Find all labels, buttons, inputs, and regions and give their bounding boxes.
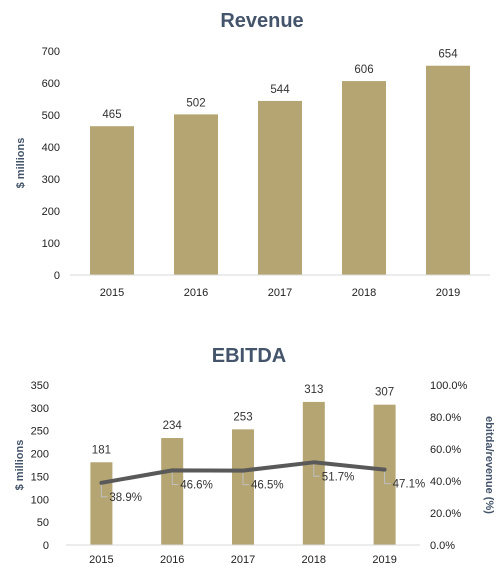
ebitda-x-tick-label: 2019 — [372, 554, 396, 566]
ebitda-margin-leader-line — [313, 462, 320, 477]
ebitda-y2-tick-label: 60.0% — [430, 444, 461, 456]
ebitda-x-tick-label: 2015 — [89, 554, 113, 566]
ebitda-x-tick-label: 2016 — [160, 554, 184, 566]
revenue-y-tick-label: 0 — [54, 270, 60, 282]
revenue-data-label: 465 — [102, 109, 121, 121]
ebitda-chart: EBITDA $ millions ebitda/revenue (%) 0 50… — [14, 345, 495, 566]
ebitda-y-tick-label: 100 — [31, 494, 49, 506]
ebitda-y-ticks: 0 50 100 150 200 250 300 350 — [31, 380, 49, 552]
revenue-y-tick-label: 700 — [42, 46, 60, 58]
ebitda-margin-data-label: 46.6% — [180, 479, 213, 491]
revenue-bar — [174, 114, 218, 275]
revenue-bar — [426, 65, 470, 275]
revenue-bar — [258, 100, 302, 275]
ebitda-chart-title: EBITDA — [212, 345, 286, 367]
ebitda-margin-data-label: 38.9% — [109, 492, 142, 504]
ebitda-y-tick-label: 300 — [31, 403, 49, 415]
revenue-y-tick-label: 300 — [42, 174, 60, 186]
ebitda-bar-data-labels: 181 234 253 313 307 — [92, 384, 394, 456]
ebitda-margin-data-labels: 38.9% 46.6% 46.5% 51.7% 47.1% — [109, 471, 425, 503]
revenue-x-tick-label: 2015 — [100, 287, 124, 299]
ebitda-x-tick-label: 2017 — [231, 554, 255, 566]
ebitda-y2-tick-label: 100.0% — [430, 380, 468, 392]
ebitda-y2-tick-label: 20.0% — [430, 508, 461, 520]
revenue-data-label: 502 — [186, 97, 205, 109]
revenue-chart: Revenue $ millions 0 100 200 300 400 500 600 70… — [15, 10, 490, 299]
ebitda-bar — [232, 429, 254, 545]
ebitda-y-tick-label: 250 — [31, 426, 49, 438]
ebitda-margin-data-label: 46.5% — [251, 480, 284, 492]
revenue-x-ticks: 2015 2016 2017 2018 2019 — [100, 287, 460, 299]
ebitda-bar-data-label: 313 — [304, 384, 323, 396]
revenue-y-tick-label: 100 — [42, 238, 60, 250]
revenue-y-tick-label: 200 — [42, 206, 60, 218]
ebitda-margin-leader-line — [242, 470, 249, 486]
ebitda-y-tick-label: 0 — [43, 540, 49, 552]
ebitda-y-tick-label: 150 — [31, 471, 49, 483]
revenue-x-tick-label: 2017 — [268, 287, 292, 299]
ebitda-bar-data-label: 307 — [375, 387, 394, 399]
revenue-data-labels: 465 502 544 606 654 — [102, 49, 458, 121]
revenue-y-ticks: 0 100 200 300 400 500 600 700 — [42, 46, 60, 282]
ebitda-margin-data-label: 51.7% — [322, 471, 355, 483]
revenue-y-tick-label: 600 — [42, 78, 60, 90]
ebitda-y-axis-label: $ millions — [14, 440, 26, 491]
ebitda-x-ticks: 2015 2016 2017 2018 2019 — [89, 554, 397, 566]
ebitda-y2-tick-label: 0.0% — [430, 540, 455, 552]
ebitda-y-tick-label: 50 — [37, 517, 49, 529]
revenue-data-label: 606 — [354, 64, 373, 76]
revenue-y-tick-label: 500 — [42, 110, 60, 122]
ebitda-margin-leader-line — [100, 482, 108, 498]
ebitda-bar — [161, 438, 184, 545]
ebitda-y-tick-label: 350 — [31, 380, 49, 392]
ebitda-y2-tick-label: 40.0% — [430, 476, 461, 488]
ebitda-bar-data-label: 253 — [233, 411, 252, 423]
ebitda-x-tick-label: 2018 — [302, 554, 326, 566]
ebitda-y2-tick-label: 80.0% — [430, 412, 461, 424]
ebitda-y2-ticks: 0.0% 20.0% 40.0% 60.0% 80.0% 100.0% — [430, 380, 468, 552]
revenue-bar — [90, 126, 134, 275]
ebitda-margin-data-label: 47.1% — [393, 479, 426, 491]
revenue-x-tick-label: 2018 — [352, 287, 376, 299]
revenue-y-axis-label: $ millions — [15, 138, 27, 189]
revenue-bar — [342, 81, 386, 275]
ebitda-y-tick-label: 200 — [31, 449, 49, 461]
ebitda-margin-leader-line — [171, 470, 179, 485]
ebitda-margin-leader-line — [384, 469, 391, 485]
revenue-chart-title: Revenue — [220, 10, 303, 32]
revenue-data-label: 544 — [270, 84, 290, 96]
revenue-y-tick-label: 400 — [42, 142, 60, 154]
revenue-x-tick-label: 2016 — [184, 287, 208, 299]
ebitda-bar-data-label: 234 — [163, 420, 183, 432]
ebitda-margin-leader-lines — [100, 462, 391, 498]
ebitda-y2-axis-label: ebitda/revenue (%) — [483, 416, 495, 514]
revenue-bars — [90, 65, 470, 275]
ebitda-bar-data-label: 181 — [92, 444, 111, 456]
revenue-x-tick-label: 2019 — [436, 287, 460, 299]
revenue-data-label: 654 — [438, 49, 458, 61]
ebitda-margin-line — [99, 460, 387, 485]
